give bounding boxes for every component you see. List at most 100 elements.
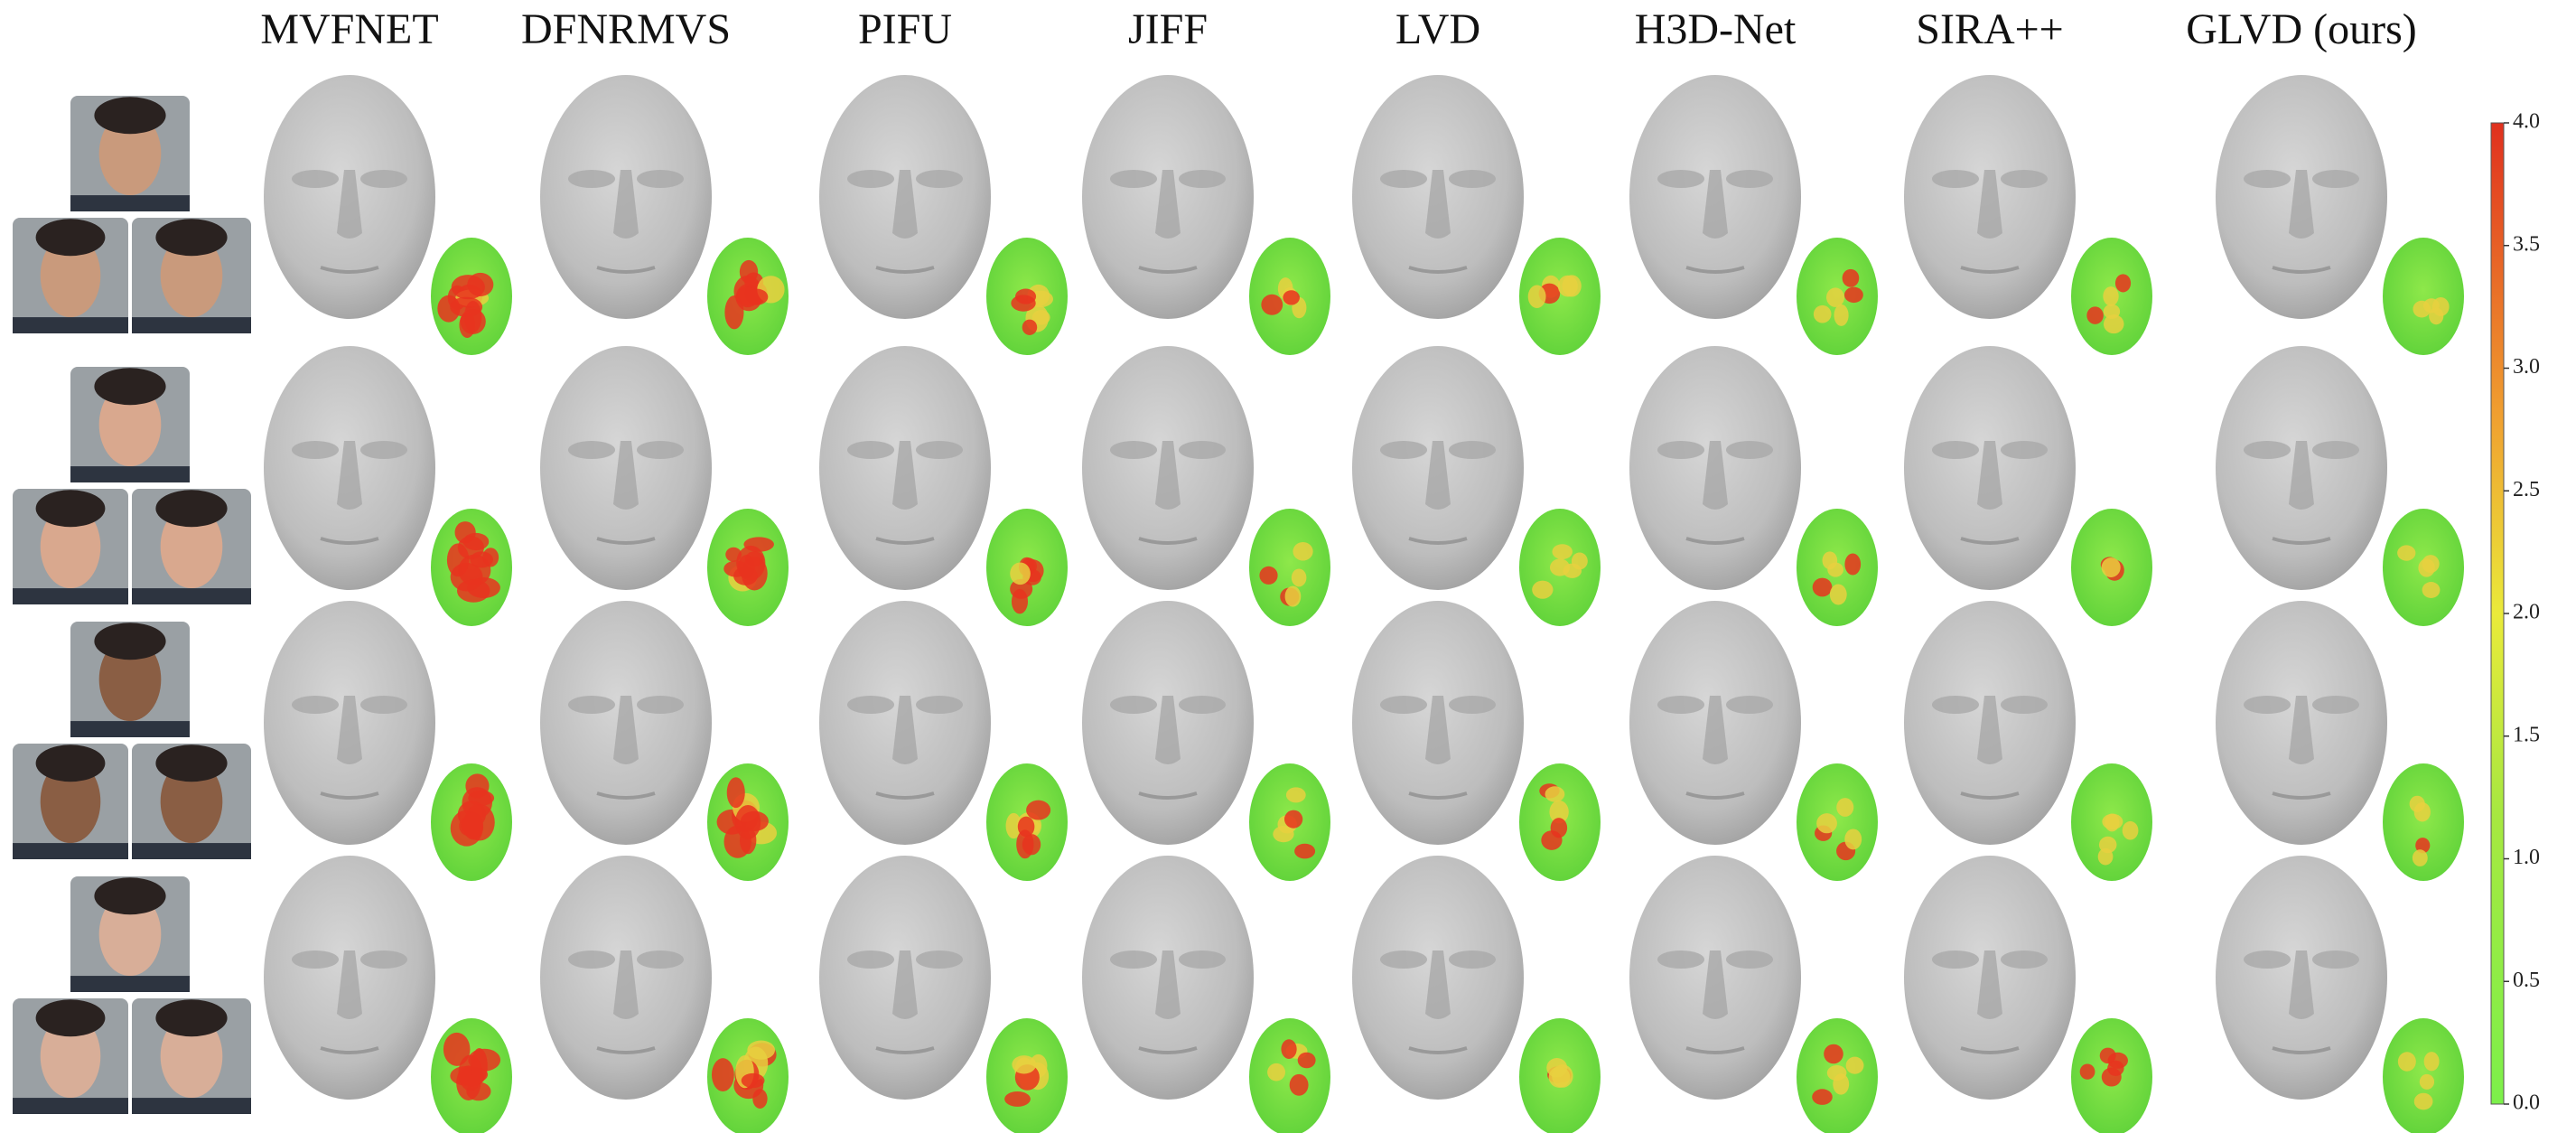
error-blob (1022, 319, 1038, 335)
photo-shirt (70, 195, 190, 211)
photo-hair (155, 744, 228, 782)
eye-shade (1110, 696, 1157, 714)
photo-face (40, 504, 101, 589)
error-blob (2429, 307, 2444, 325)
colorbar (2490, 122, 2505, 1105)
photo-shirt (132, 1098, 251, 1114)
error-blob (462, 811, 483, 838)
error-blob (1297, 1052, 1316, 1069)
error-blob (1010, 562, 1031, 585)
eye-shade (2001, 170, 2048, 188)
eye-shade (1179, 696, 1226, 714)
error-face (1249, 509, 1330, 626)
mouth (875, 266, 935, 274)
error-blob (726, 777, 745, 809)
method-header: JIFF (1128, 5, 1208, 53)
mouth (320, 791, 379, 800)
nose (1703, 441, 1728, 510)
error-face (1519, 238, 1601, 355)
error-map (431, 238, 512, 355)
error-blob (1843, 286, 1863, 304)
error-blob (1005, 812, 1022, 839)
eye-shade (568, 441, 615, 459)
mouth (1138, 1046, 1198, 1054)
mouth (875, 1046, 935, 1054)
error-blob (1827, 562, 1844, 577)
nose (1155, 170, 1181, 239)
nose (1977, 170, 2002, 239)
mouth (1408, 1046, 1468, 1054)
mouth (1138, 537, 1198, 545)
mouth (320, 266, 379, 274)
photo-shirt (70, 466, 190, 482)
eye-shade (1110, 950, 1157, 969)
error-blob (741, 1072, 765, 1089)
reconstruction (2216, 75, 2387, 319)
nose (2289, 441, 2314, 510)
method-header: PIFU (858, 5, 952, 53)
error-blob (1845, 1056, 1864, 1074)
error-blob (743, 537, 774, 552)
error-blob (1812, 1089, 1833, 1105)
panel: MVFNET DFNRMVS PIFU JIFF LVD H3D-Net SIRA++ GLV… (13, 5, 2540, 1133)
eye-shade (1657, 170, 1704, 188)
mouth (1960, 266, 2020, 274)
mouth (596, 266, 656, 274)
reconstruction (2216, 601, 2387, 845)
method-header: GLVD (ours) (2186, 5, 2417, 53)
error-blob (2114, 274, 2132, 293)
nose (892, 441, 918, 510)
error-blob (2098, 836, 2117, 854)
reconstruction (1082, 75, 1254, 319)
error-map (2071, 238, 2152, 355)
mouth (1960, 1046, 2020, 1054)
photo-hair (94, 623, 166, 660)
photo-shirt (13, 588, 128, 604)
eye-shade (360, 441, 407, 459)
eye-shade (916, 441, 963, 459)
method-header: SIRA++ (1916, 5, 2064, 53)
error-blob (1293, 541, 1313, 561)
input-photo (70, 622, 190, 737)
error-blob (724, 295, 744, 330)
error-map (2071, 763, 2152, 881)
mouth (2272, 1046, 2331, 1054)
reconstruction (540, 601, 712, 845)
error-blob (471, 1048, 488, 1084)
reconstruction (1904, 75, 2076, 319)
mouth (2272, 791, 2331, 800)
error-blob (2086, 306, 2104, 324)
eye-shade (916, 170, 963, 188)
photo-shirt (70, 976, 190, 992)
nose (2289, 950, 2314, 1019)
photo-face (160, 1014, 223, 1099)
error-blob (2101, 557, 2121, 577)
input-photo (70, 876, 190, 992)
eye-shade (1932, 170, 1979, 188)
photo-face (40, 233, 101, 318)
eye-shade (2244, 696, 2291, 714)
error-blob (443, 1032, 471, 1066)
error-map (2071, 1018, 2152, 1133)
photo-face (98, 382, 162, 467)
eye-shade (847, 170, 894, 188)
photo-face (98, 111, 162, 196)
eye-shade (1726, 696, 1773, 714)
error-blob (2412, 849, 2428, 866)
eye-shade (1380, 441, 1427, 459)
error-blob (1527, 285, 1546, 309)
mouth (1408, 537, 1468, 545)
error-map (1519, 238, 1601, 355)
eye-shade (1726, 441, 1773, 459)
eye-shade (292, 950, 339, 969)
reconstruction (1352, 346, 1524, 590)
mouth (596, 791, 656, 800)
reconstruction (2216, 346, 2387, 590)
eye-shade (1932, 950, 1979, 969)
nose (1155, 441, 1181, 510)
eye-shade (568, 950, 615, 969)
reconstruction (819, 75, 991, 319)
reconstruction (1082, 601, 1254, 845)
eye-shade (637, 170, 684, 188)
mouth (1138, 266, 1198, 274)
